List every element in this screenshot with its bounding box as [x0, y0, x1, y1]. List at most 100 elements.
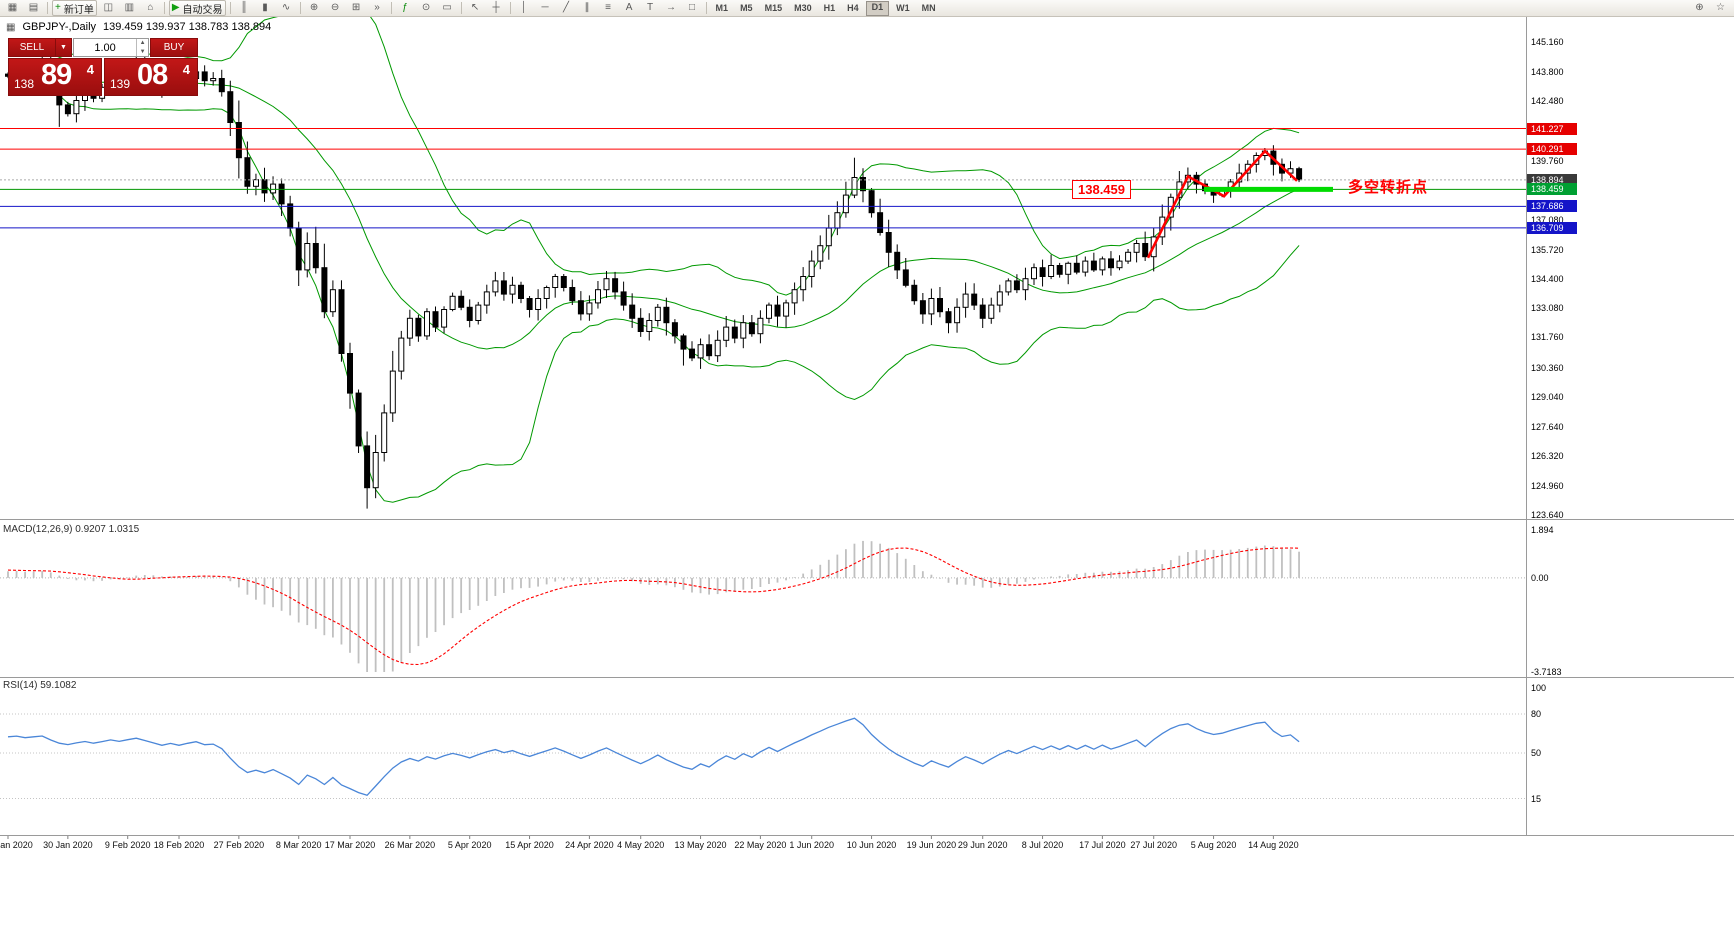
tile-windows-icon[interactable]: ⊞	[351, 2, 361, 13]
bar-chart-icon[interactable]: ║	[240, 2, 248, 13]
price-marker: 140.291	[1527, 143, 1577, 156]
price-marker: 138.459	[1527, 183, 1577, 196]
time-label: 14 Aug 2020	[1248, 840, 1299, 850]
timeframe-MN[interactable]: MN	[921, 2, 936, 13]
order-type-dropdown[interactable]: ▼	[56, 38, 72, 57]
time-label: 9 Feb 2020	[104, 840, 151, 850]
trendline-icon[interactable]: ╱	[563, 2, 570, 13]
arrow-icon[interactable]: →	[666, 2, 677, 13]
navigator-icon[interactable]: ⌂	[147, 2, 154, 13]
price-tick: 130.360	[1531, 362, 1564, 373]
timeframe-M5[interactable]: M5	[740, 2, 753, 13]
timeframe-M1[interactable]: M1	[715, 2, 729, 13]
toolbar-separator	[705, 2, 707, 14]
toolbar-separator	[509, 2, 511, 14]
auto-scroll-icon[interactable]: »	[374, 2, 380, 13]
time-label: 17 Jul 2020	[1079, 840, 1126, 850]
turning-point-note: 多空转折点	[1348, 178, 1429, 196]
sell-price-point: 4	[86, 62, 94, 77]
data-window-icon[interactable]: ▥	[124, 2, 135, 13]
cursor-icon[interactable]: ↖	[470, 2, 480, 13]
time-label: 10 Jun 2020	[846, 840, 897, 850]
time-label: 30 Jan 2020	[43, 840, 93, 850]
time-label: 22 May 2020	[734, 840, 787, 850]
volume-down-icon[interactable]: ▼	[139, 48, 146, 55]
channel-icon[interactable]: ∥	[584, 2, 590, 13]
time-label: 5 Aug 2020	[1190, 840, 1237, 850]
trade-panel-controls: SELL ▼ ▲ ▼ BUY	[8, 38, 198, 57]
text-icon[interactable]: A	[625, 2, 633, 13]
time-label: 8 Jul 2020	[1021, 840, 1064, 850]
volume-stepper[interactable]: ▲ ▼	[136, 39, 148, 56]
fibonacci-icon[interactable]: ≡	[605, 2, 611, 13]
zoom-out-icon[interactable]: ⊖	[330, 2, 340, 13]
pane-frame-layer	[0, 16, 1734, 839]
vertical-line-icon[interactable]: │	[520, 2, 528, 13]
timeframe-W1[interactable]: W1	[896, 2, 910, 13]
macd-label: MACD(12,26,9) 0.9207 1.0315	[3, 524, 140, 535]
profiles-icon[interactable]: ▤	[28, 2, 39, 13]
price-tick: 135.720	[1531, 244, 1564, 255]
timeframe-H1[interactable]: H1	[823, 2, 836, 13]
timeframe-D1[interactable]: D1	[865, 0, 890, 16]
buy-button[interactable]: BUY	[150, 38, 198, 57]
chart-window-icon: ▦	[6, 21, 16, 33]
time-label: 8 Mar 2020	[275, 840, 322, 850]
rsi-axis-tick: 15	[1531, 793, 1542, 804]
price-tick: 139.760	[1531, 155, 1564, 166]
label-icon[interactable]: T	[646, 2, 654, 13]
toolbar-separator	[229, 2, 231, 14]
crosshair-icon[interactable]: ┼	[492, 2, 500, 13]
price-tick: 127.640	[1531, 422, 1564, 433]
toolbar-separator	[460, 2, 462, 14]
rsi-axis-tick: 100	[1531, 683, 1547, 693]
macd-layer	[0, 540, 1526, 672]
price-marker: 141.227	[1527, 122, 1577, 135]
candlestick-chart-icon[interactable]: ▮	[262, 2, 268, 13]
toolbar-separator	[390, 2, 392, 14]
templates-icon[interactable]: ▭	[442, 2, 452, 13]
macd-axis-tick: -3.7183	[1531, 667, 1562, 677]
time-label: 21 Jan 2020	[0, 840, 33, 850]
chart-ohlc: 139.459 139.937 138.783 138.894	[103, 21, 272, 33]
shapes-icon[interactable]: □	[689, 2, 696, 13]
price-tick: 124.960	[1531, 481, 1564, 492]
rsi-axis-tick: 50	[1531, 748, 1542, 758]
sell-price-button[interactable]: 138 89 4	[8, 58, 102, 96]
price-tick: 129.040	[1531, 391, 1564, 402]
line-chart-icon[interactable]: ∿	[281, 2, 291, 13]
zoom-in-icon[interactable]: ⊕	[309, 2, 319, 13]
new-chart-icon[interactable]: ▦	[7, 2, 18, 13]
buy-price-button[interactable]: 139 08 4	[104, 58, 198, 96]
volume-up-icon[interactable]: ▲	[139, 40, 146, 46]
timeframe-M30[interactable]: M30	[794, 2, 812, 13]
price-tick: 145.160	[1531, 37, 1564, 47]
search-icon[interactable]: ⊕	[1695, 2, 1704, 13]
macd-axis-tick: 1.894	[1531, 525, 1554, 535]
periods-icon[interactable]: ⊙	[421, 2, 431, 13]
market-watch-icon[interactable]: ◫	[103, 2, 114, 13]
price-tick: 126.320	[1531, 451, 1564, 462]
buy-price-point: 4	[182, 62, 190, 77]
price-flag-label[interactable]: 138.459	[1072, 180, 1131, 200]
sell-price-base: 138	[14, 77, 35, 91]
buy-price-base: 139	[110, 77, 131, 91]
time-label: 17 Mar 2020	[324, 840, 376, 850]
timeframe-H4[interactable]: H4	[847, 2, 859, 13]
time-label: 29 Jun 2020	[957, 840, 1008, 850]
time-label: 26 Mar 2020	[384, 840, 436, 850]
price-tick: 137.080	[1531, 214, 1564, 225]
favorites-icon[interactable]: ☆	[1716, 2, 1725, 13]
new-order-button[interactable]: + 新订单	[52, 0, 97, 16]
timeframe-M15[interactable]: M15	[764, 2, 783, 13]
rsi-layer	[0, 713, 1526, 799]
time-label: 5 Apr 2020	[447, 840, 492, 850]
horizontal-line-icon[interactable]: ─	[541, 2, 549, 13]
volume-input[interactable]	[74, 39, 137, 56]
autotrading-button[interactable]: ▶ 自动交易	[168, 0, 226, 16]
annotations-layer	[1146, 149, 1333, 259]
volume-field: ▲ ▼	[73, 38, 149, 57]
sell-button[interactable]: SELL	[8, 38, 56, 57]
indicators-icon[interactable]: ƒ	[402, 2, 408, 13]
